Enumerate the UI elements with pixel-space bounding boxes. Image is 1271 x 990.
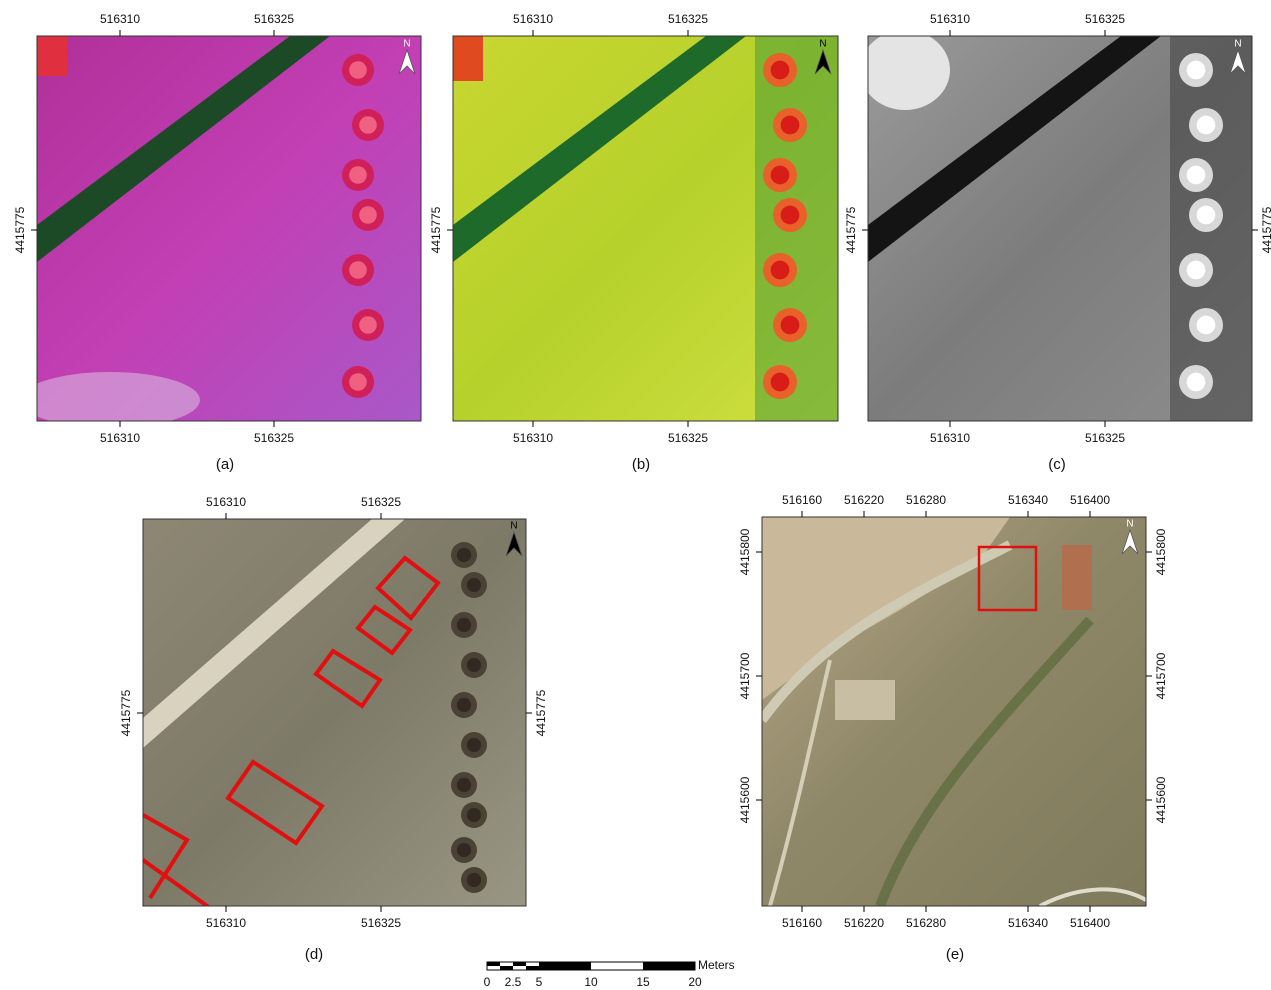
north-label: N: [403, 39, 410, 50]
x-tick-label: 516310: [930, 431, 970, 445]
scale-unit: Meters: [698, 958, 735, 972]
y-tick-label: 4415800: [1154, 528, 1168, 575]
panel-label: (c): [1048, 456, 1066, 473]
scale-label: 5: [536, 975, 543, 989]
x-tick-label: 516310: [513, 431, 553, 445]
scale-label: 0: [484, 975, 491, 989]
tree-core: [781, 116, 800, 135]
x-tick-label: 516310: [206, 495, 246, 509]
panel-label: (d): [305, 946, 323, 963]
tree-core: [359, 316, 377, 334]
tree-core: [467, 738, 481, 752]
x-tick-label: 516280: [906, 493, 946, 507]
x-tick-label: 516325: [1085, 12, 1125, 26]
tree-core: [467, 808, 481, 822]
tree-core: [467, 658, 481, 672]
panel-image: [453, 36, 838, 421]
tree-core: [1187, 61, 1206, 80]
north-label: N: [1234, 39, 1241, 50]
tree-core: [1187, 166, 1206, 185]
x-tick-label: 516325: [668, 12, 708, 26]
x-tick-label: 516325: [254, 12, 294, 26]
north-label: N: [510, 521, 517, 532]
tree-core: [771, 166, 790, 185]
tree-core: [349, 61, 367, 79]
scale-label: 15: [636, 975, 650, 989]
panel-label: (a): [216, 456, 234, 473]
panel-image: [143, 519, 526, 908]
x-tick-label: 516310: [100, 431, 140, 445]
panel-label: (b): [632, 456, 650, 473]
scale-bar: [487, 962, 695, 970]
x-tick-label: 516310: [206, 916, 246, 930]
tree-core: [359, 116, 377, 134]
tree-core: [349, 373, 367, 391]
y-tick-label: 4415800: [738, 528, 752, 575]
tree-core: [1197, 116, 1216, 135]
tree-core: [457, 698, 471, 712]
north-label: N: [819, 39, 826, 50]
x-tick-label: 516400: [1070, 916, 1110, 930]
y-tick-label: 4415775: [429, 206, 443, 253]
panel-image: [20, 36, 421, 428]
x-tick-label: 516310: [513, 12, 553, 26]
x-tick-label: 516325: [361, 495, 401, 509]
x-tick-label: 516325: [254, 431, 294, 445]
tree-core: [771, 261, 790, 280]
tree-core: [467, 578, 481, 592]
scale-label: 20: [688, 975, 702, 989]
tree-core: [1197, 206, 1216, 225]
north-label: N: [1126, 519, 1133, 530]
tree-core: [457, 548, 471, 562]
tree-core: [457, 843, 471, 857]
tree-core: [771, 61, 790, 80]
y-tick-label: 4415700: [738, 652, 752, 699]
y-tick-label: 4415775: [844, 206, 858, 253]
x-tick-label: 516340: [1008, 493, 1048, 507]
x-tick-label: 516310: [100, 12, 140, 26]
y-tick-label: 4415775: [119, 689, 133, 736]
tree-core: [467, 873, 481, 887]
scale-label: 10: [584, 975, 598, 989]
tree-core: [359, 206, 377, 224]
tree-core: [457, 778, 471, 792]
tree-core: [349, 166, 367, 184]
x-tick-label: 516340: [1008, 916, 1048, 930]
x-tick-label: 516160: [782, 916, 822, 930]
tree-core: [771, 373, 790, 392]
tree-core: [781, 316, 800, 335]
y-tick-label: 4415700: [1154, 652, 1168, 699]
y-tick-label: 4415775: [1260, 206, 1271, 253]
tree-core: [457, 618, 471, 632]
x-tick-label: 516325: [668, 431, 708, 445]
panel-label: (e): [946, 946, 964, 963]
x-tick-label: 516325: [361, 916, 401, 930]
x-tick-label: 516160: [782, 493, 822, 507]
y-tick-label: 4415600: [738, 776, 752, 823]
x-tick-label: 516220: [844, 916, 884, 930]
tree-core: [1187, 373, 1206, 392]
tree-core: [1187, 261, 1206, 280]
scale-label: 2.5: [505, 975, 522, 989]
y-tick-label: 4415775: [534, 689, 548, 736]
x-tick-label: 516280: [906, 916, 946, 930]
x-tick-label: 516220: [844, 493, 884, 507]
panel-image: [762, 517, 1146, 906]
figure: 516310 516325 516310 516325 4415775 (a) N 51631…: [0, 0, 1271, 990]
y-tick-label: 4415600: [1154, 776, 1168, 823]
x-tick-label: 516325: [1085, 431, 1125, 445]
y-tick-label: 4415775: [13, 206, 27, 253]
panel-image: [860, 30, 1252, 421]
x-tick-label: 516400: [1070, 493, 1110, 507]
tree-core: [781, 206, 800, 225]
tree-core: [1197, 316, 1216, 335]
x-tick-label: 516310: [930, 12, 970, 26]
tree-core: [349, 261, 367, 279]
